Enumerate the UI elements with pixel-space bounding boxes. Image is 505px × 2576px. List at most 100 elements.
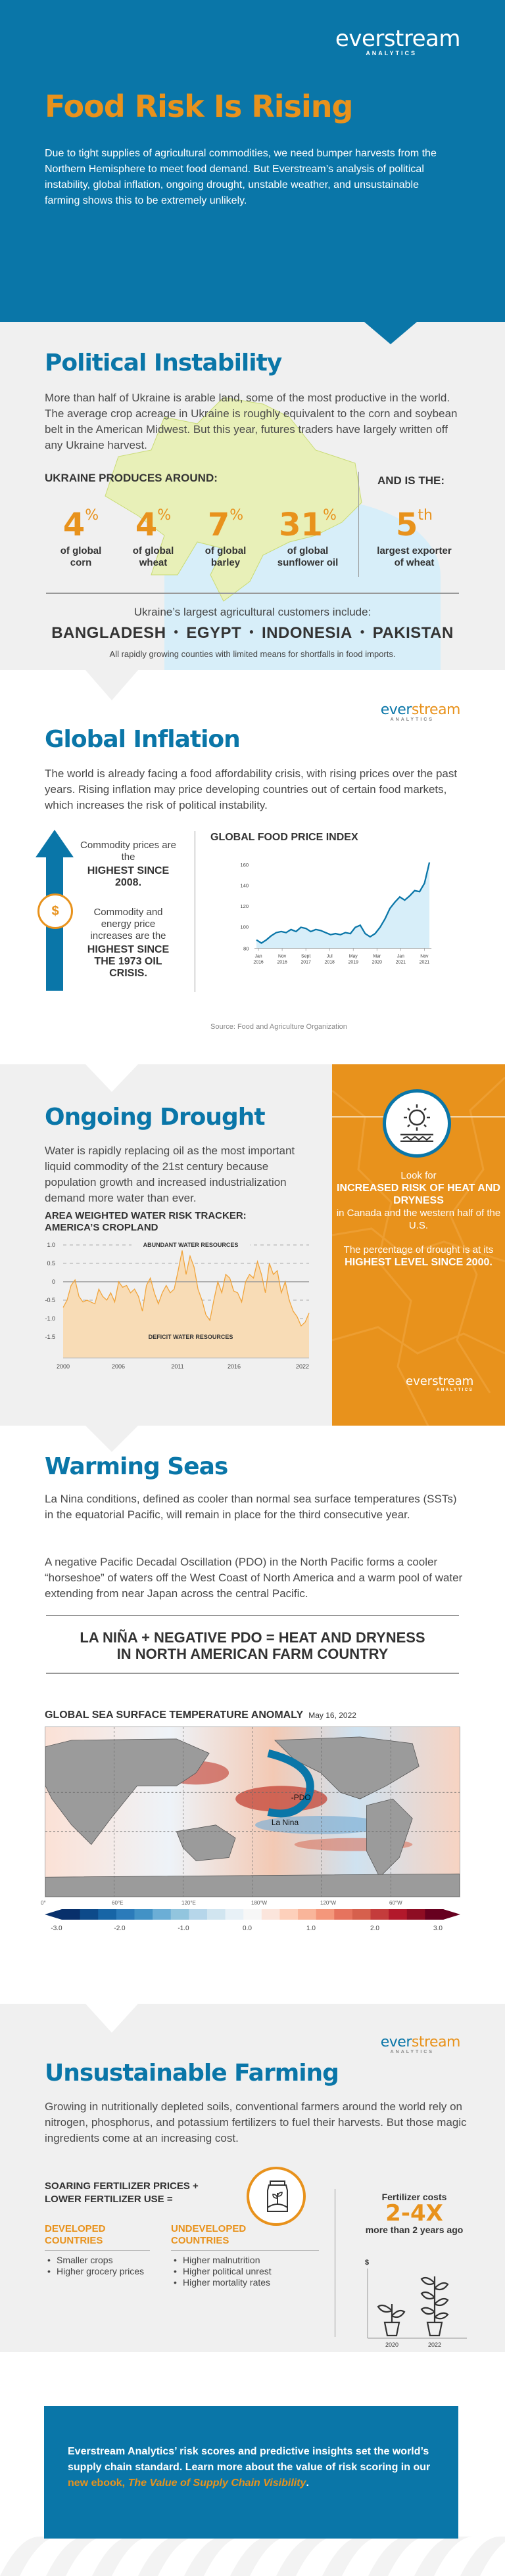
stat-value: 4 — [62, 507, 85, 543]
customer-country: PAKISTAN — [372, 624, 454, 642]
hero-section: everstream ANALYTICS Food Risk Is Rising… — [0, 0, 505, 322]
svg-text:120: 120 — [240, 903, 249, 909]
cost-lead: Fertilizer costs — [381, 2192, 447, 2202]
chart-source: Source: Food and Agriculture Organizatio… — [210, 1023, 347, 1031]
and-is-label: AND IS THE: — [377, 474, 445, 487]
divider — [46, 593, 459, 594]
svg-text:2011: 2011 — [171, 1363, 183, 1370]
panel-tail: in Canada and the western half of the U.… — [336, 1208, 501, 1231]
brand-subtitle: ANALYTICS — [390, 2050, 434, 2054]
svg-text:100: 100 — [240, 924, 249, 930]
stat-barley: 7% of global barley — [189, 498, 262, 569]
brand-logo[interactable]: everstream ANALYTICS — [335, 26, 461, 56]
stat-unit: % — [322, 507, 337, 524]
brand-logo[interactable]: everstream ANALYTICS — [406, 1374, 473, 1392]
rank-label: largest exporter — [377, 545, 452, 556]
svg-text:DEFICIT WATER RESOURCES: DEFICIT WATER RESOURCES — [149, 1334, 233, 1340]
stat-label: of global — [60, 545, 102, 556]
political-heading: Political Instability — [45, 350, 282, 376]
brand-subtitle: ANALYTICS — [436, 1388, 474, 1392]
ukraine-map-icon — [105, 397, 362, 602]
political-instability-section: Political Instability More than half of … — [0, 322, 505, 670]
page-title: Food Risk Is Rising — [45, 89, 353, 124]
svg-text:Nov: Nov — [420, 954, 429, 959]
produces-label: UKRAINE PRODUCES AROUND: — [45, 472, 218, 484]
divider — [45, 2250, 150, 2251]
colorbar-ticks: -3.0 -2.0 -1.0 0.0 1.0 2.0 3.0 — [51, 1925, 443, 1932]
sea-temperature-anomaly-map: -PDO La Nina — [45, 1727, 460, 1897]
warming-paragraph-2: A negative Pacific Decadal Oscillation (… — [45, 1556, 463, 1600]
longitude-ticks: 0° 60°E 120°E 180°W 120°W 60°W — [41, 1900, 402, 1906]
divider — [358, 472, 359, 577]
svg-text:-1.0: -1.0 — [45, 1315, 55, 1322]
stat-unit: % — [157, 507, 172, 524]
brand-wordmark: everstream — [406, 1374, 474, 1388]
stat-wheat: 4% of global wheat — [117, 498, 189, 569]
political-description: More than half of Ukraine is arable land… — [45, 392, 458, 451]
svg-text:2022: 2022 — [296, 1363, 309, 1370]
fertilizer-equation: SOARING FERTILIZER PRICES + LOWER FERTILI… — [45, 2181, 199, 2205]
list-item: Smaller crops — [45, 2255, 150, 2266]
undeveloped-countries-heading: UNDEVELOPED COUNTRIES — [171, 2223, 247, 2246]
panel-lead: Look for — [400, 1170, 437, 1181]
drought-highlight-panel: Look for INCREASED RISK OF HEAT AND DRYN… — [332, 1064, 505, 1426]
brand-logo[interactable]: everstream ANALYTICS — [381, 703, 461, 723]
ebook-link[interactable]: new ebook, The Value of Supply Chain Vis… — [68, 2477, 306, 2489]
drought-highlight-text: Look for INCREASED RISK OF HEAT AND DRYN… — [332, 1169, 505, 1269]
decorative-wave-pattern — [0, 2537, 505, 2576]
stat-unit: % — [229, 507, 244, 524]
svg-text:2021: 2021 — [396, 960, 406, 965]
svg-text:2019: 2019 — [349, 960, 359, 965]
svg-text:140: 140 — [240, 882, 249, 888]
developed-countries-heading: DEVELOPED COUNTRIES — [45, 2223, 106, 2246]
svg-text:2016: 2016 — [228, 1363, 241, 1370]
section-notch — [85, 1064, 138, 1092]
svg-text:Jul: Jul — [327, 954, 333, 959]
stat-label: wheat — [139, 557, 168, 568]
fertilizer-cost-stat: Fertilizer costs 2-4X more than 2 years … — [349, 2192, 480, 2235]
developed-impacts-list: Smaller crops Higher grocery prices — [45, 2255, 150, 2277]
fact-highlight: HIGHEST SINCE THE 1973 OIL CRISIS. — [87, 944, 170, 979]
fact-highlight: HIGHEST SINCE 2008. — [87, 865, 170, 888]
svg-text:-PDO: -PDO — [291, 1793, 311, 1802]
rank-suffix: th — [418, 507, 433, 524]
fact-lead: Commodity and energy price increases are… — [90, 907, 166, 941]
stat-value: 7 — [207, 507, 230, 543]
rank-label: of wheat — [394, 557, 435, 568]
svg-text:La Nina: La Nina — [272, 1818, 299, 1827]
ongoing-drought-section: Ongoing Drought Water is rapidly replaci… — [0, 1064, 505, 1426]
customers-note: All rapidly growing counties with limite… — [109, 649, 396, 659]
cost-tail: more than 2 years ago — [365, 2225, 464, 2235]
svg-text:2017: 2017 — [301, 960, 311, 965]
svg-text:May: May — [349, 954, 358, 959]
hero-intro: Due to tight supplies of agricultural co… — [45, 148, 437, 206]
unsustainable-farming-section: everstream ANALYTICS Unsustainable Farmi… — [0, 2004, 505, 2352]
customer-country: INDONESIA — [262, 624, 352, 642]
divider — [46, 1615, 459, 1616]
list-item: Higher malnutrition — [171, 2255, 322, 2266]
brand-wordmark: everstream — [335, 26, 461, 52]
fact-lead: Commodity prices are the — [80, 840, 176, 863]
svg-text:1.0: 1.0 — [47, 1242, 55, 1248]
panel-highlight: INCREASED RISK OF HEAT AND DRYNESS — [337, 1183, 500, 1206]
water-risk-chart: 1.0 0.5 0 -0.5 -1.0 -1.5 ABUNDANT WATER RESOU… — [45, 1241, 310, 1370]
drought-description: Water is rapidly replacing oil as the mo… — [45, 1144, 295, 1204]
brand-logo[interactable]: everstream ANALYTICS — [380, 2034, 461, 2055]
section-notch — [364, 322, 417, 344]
stat-corn: 4% of global corn — [45, 498, 117, 569]
brand-wordmark: everstream — [380, 2034, 461, 2050]
price-tag-icon: $ — [37, 893, 73, 929]
inflation-fact-1: Commodity prices are the HIGHEST SINCE 2… — [79, 840, 178, 889]
sst-map-date: May 16, 2022 — [308, 1711, 356, 1720]
brand-subtitle: ANALYTICS — [390, 717, 434, 722]
stat-label: corn — [70, 557, 92, 568]
panel-lead: The percentage of drought is at its — [343, 1244, 494, 1255]
sst-map-title: GLOBAL SEA SURFACE TEMPERATURE ANOMALY Ma… — [45, 1709, 356, 1721]
la-nina-equation: LA NIÑA + NEGATIVE PDO = HEAT AND DRYNES… — [80, 1629, 425, 1662]
svg-text:80: 80 — [243, 946, 249, 952]
stat-label: of global — [132, 545, 174, 556]
section-notch — [85, 2004, 138, 2033]
warming-paragraph-1: La Nina conditions, defined as cooler th… — [45, 1493, 457, 1521]
temperature-colorbar — [45, 1909, 460, 1920]
sun-heat-icon — [383, 1089, 451, 1158]
